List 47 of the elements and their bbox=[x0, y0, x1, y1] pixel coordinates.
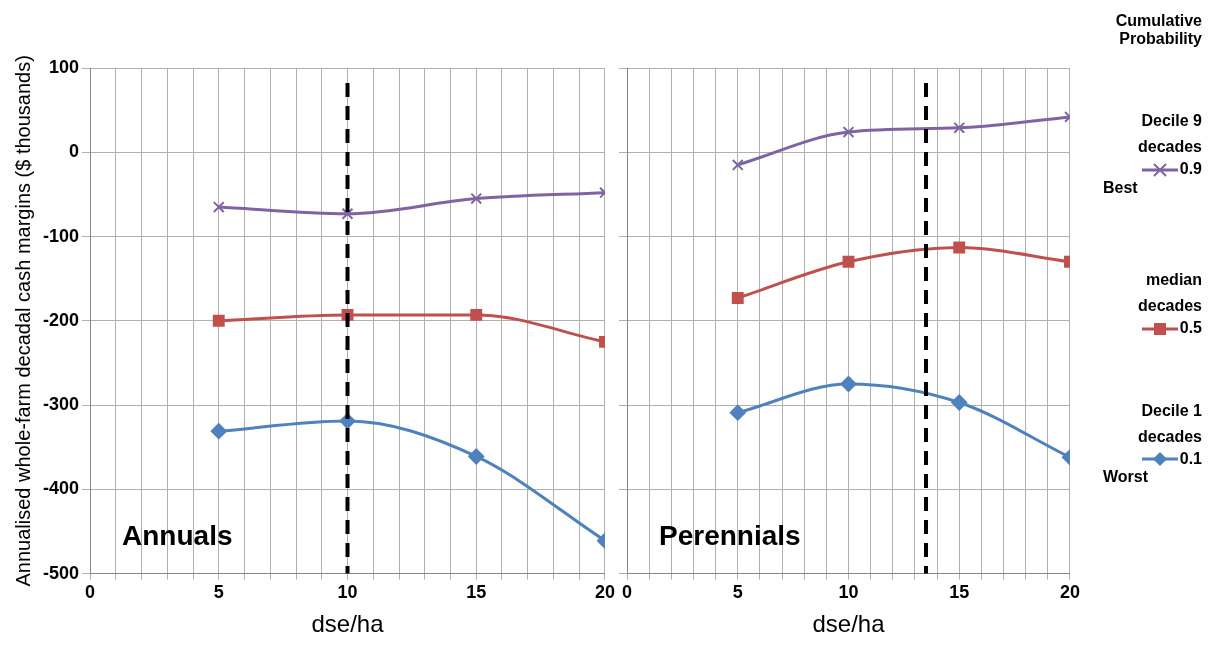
text: Worst bbox=[1102, 468, 1150, 487]
point bbox=[468, 448, 485, 465]
x-axis-title: dse/ha bbox=[812, 610, 886, 638]
y-tick-label: 100 bbox=[48, 56, 80, 77]
point bbox=[842, 255, 855, 268]
x-tick-label: 20 bbox=[1059, 582, 1080, 603]
point bbox=[731, 292, 744, 304]
text: median decades bbox=[1136, 269, 1202, 316]
text: Annuals bbox=[122, 520, 233, 552]
text: Perennials bbox=[659, 520, 801, 552]
x-axis-title: dse/ha bbox=[311, 610, 385, 638]
point bbox=[953, 121, 966, 134]
y-tick-label: -400 bbox=[43, 478, 80, 499]
y-tick-label: -300 bbox=[43, 394, 80, 415]
point bbox=[212, 201, 225, 213]
text: Decile 1 decades bbox=[1136, 400, 1202, 447]
legend-title: Cumulative Probability bbox=[1114, 12, 1202, 48]
legend-label: 0.9 bbox=[1179, 160, 1202, 177]
x-tick-label: 15 bbox=[466, 582, 487, 603]
point bbox=[212, 314, 225, 327]
x-tick-label: 0 bbox=[621, 582, 633, 603]
legend-label: 0.5 bbox=[1179, 318, 1202, 336]
point bbox=[951, 394, 968, 411]
y-tick-label: -500 bbox=[43, 562, 80, 583]
x-tick-label: 20 bbox=[594, 582, 615, 603]
point bbox=[840, 376, 857, 392]
x-tick-label: 0 bbox=[85, 582, 96, 603]
legend-label: 0.1 bbox=[1179, 449, 1202, 467]
x-tick-label: 5 bbox=[213, 582, 224, 603]
text: Best bbox=[1102, 178, 1139, 197]
x-tick-label: 10 bbox=[838, 582, 859, 603]
y-tick-label: -200 bbox=[43, 309, 80, 330]
point bbox=[842, 126, 855, 138]
x-tick-label: 10 bbox=[337, 582, 358, 603]
point bbox=[953, 241, 966, 254]
x-tick-label: 5 bbox=[732, 582, 743, 603]
point bbox=[731, 158, 744, 171]
point bbox=[729, 404, 746, 421]
point bbox=[210, 423, 227, 440]
y-tick-label: 0 bbox=[69, 141, 80, 162]
point bbox=[470, 308, 483, 321]
y-axis-title: Annualised whole-farm decadal cash margins ($ thousands) bbox=[11, 55, 34, 587]
x-tick-label: 15 bbox=[949, 582, 970, 603]
text: Decile 9 decades bbox=[1136, 111, 1202, 157]
point bbox=[470, 192, 483, 205]
y-tick-label: -100 bbox=[43, 225, 80, 246]
point bbox=[341, 207, 354, 220]
